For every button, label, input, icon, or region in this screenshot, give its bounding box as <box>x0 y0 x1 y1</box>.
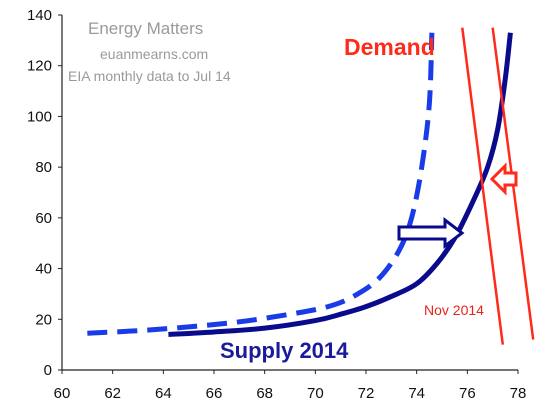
y-tick-label: 120 <box>27 58 52 75</box>
x-tick-label: 72 <box>358 385 375 402</box>
x-tick-label: 74 <box>408 385 425 402</box>
chart-ticks: 60 62 64 66 68 70 72 74 76 78 0 20 40 60 80 100 120 140 <box>27 7 526 402</box>
nov-2014-label: Nov 2014 <box>424 302 484 318</box>
y-tick-label: 80 <box>35 159 52 176</box>
y-tick-label: 100 <box>27 108 52 125</box>
x-tick-label: 70 <box>307 385 324 402</box>
watermark-site: euanmearns.com <box>100 46 208 62</box>
x-tick-label: 62 <box>104 385 121 402</box>
y-tick-label: 40 <box>35 261 52 278</box>
supply-label: Supply 2014 <box>220 338 349 363</box>
x-tick-label: 76 <box>459 385 476 402</box>
y-tick-label: 20 <box>35 311 52 328</box>
chart-arrows <box>397 162 518 250</box>
y-tick-label: 60 <box>35 210 52 227</box>
chart-labels: Demand Supply 2014 Nov 2014 <box>220 34 484 363</box>
demand-line-left <box>461 27 505 345</box>
demand-label: Demand <box>344 34 435 60</box>
x-tick-label: 68 <box>256 385 273 402</box>
x-tick-label: 78 <box>510 385 527 402</box>
chart-axes <box>61 15 518 371</box>
supply-2014-line <box>168 32 513 337</box>
dashed-supply-line <box>87 32 435 336</box>
x-tick-label: 64 <box>155 385 172 402</box>
watermark-title: Energy Matters <box>88 19 203 38</box>
x-tick-label: 66 <box>206 385 223 402</box>
demand-shift-arrow <box>489 162 518 196</box>
chart-watermark: Energy Matters euanmearns.com EIA monthl… <box>68 19 231 84</box>
y-tick-label: 0 <box>44 362 52 379</box>
y-tick-label: 140 <box>27 7 52 24</box>
supply-shift-arrow <box>397 216 465 250</box>
x-tick-label: 60 <box>54 385 71 402</box>
watermark-source: EIA monthly data to Jul 14 <box>68 68 231 84</box>
